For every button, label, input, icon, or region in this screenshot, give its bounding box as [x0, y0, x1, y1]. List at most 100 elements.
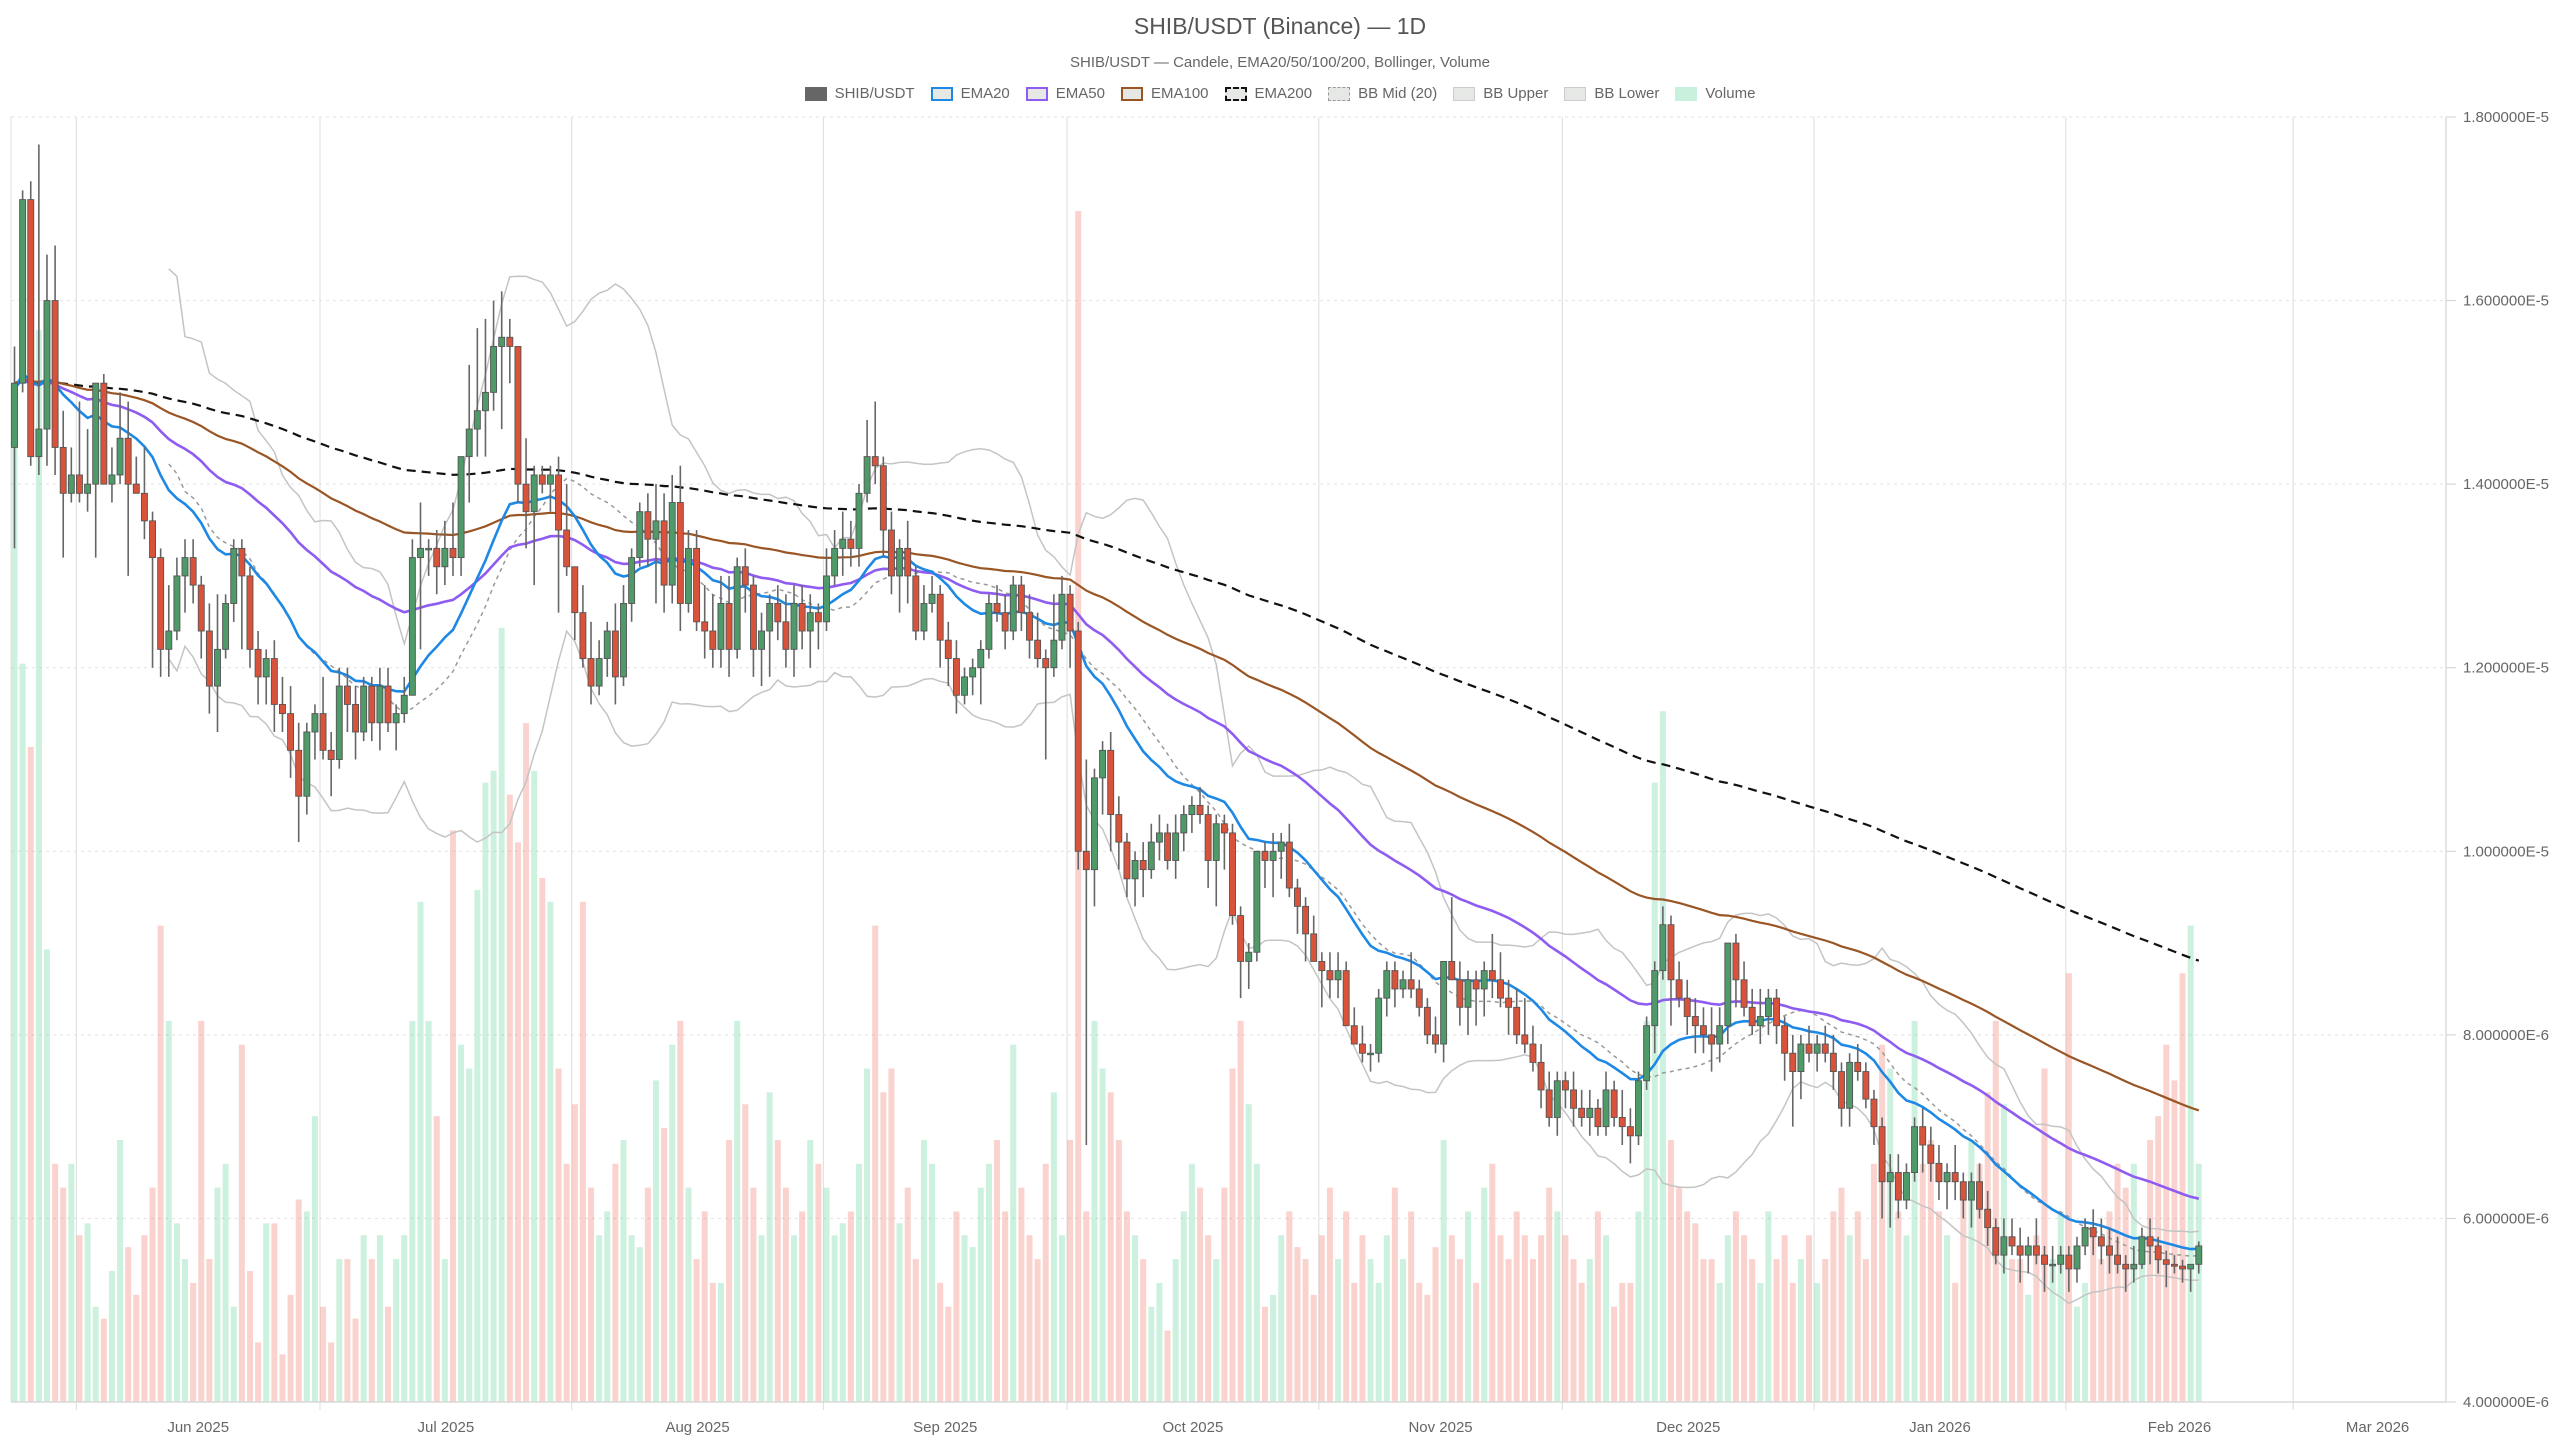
candle[interactable] [1870, 1089, 1878, 1145]
candle[interactable] [1773, 988, 1780, 1045]
legend-item-ema20[interactable]: EMA20 [930, 85, 1010, 102]
candle[interactable] [1123, 832, 1131, 898]
candle[interactable] [603, 621, 611, 677]
candle[interactable] [295, 722, 303, 843]
candle[interactable] [644, 493, 652, 567]
legend-item-bb-mid[interactable]: BB Mid (20) [1328, 85, 1437, 102]
candle[interactable] [1131, 851, 1139, 907]
candle[interactable] [1334, 952, 1342, 999]
candle[interactable] [1407, 952, 1415, 999]
legend-item-shib-usdt[interactable]: SHIB/USDT [804, 85, 915, 102]
candle[interactable] [425, 539, 433, 576]
candle[interactable] [1894, 1154, 1902, 1219]
candle[interactable] [205, 603, 213, 714]
candle[interactable] [35, 144, 43, 475]
candle[interactable] [2041, 1245, 2048, 1292]
candle[interactable] [595, 640, 603, 696]
candle[interactable] [1748, 988, 1756, 1035]
candle[interactable] [1342, 961, 1350, 1027]
candle[interactable] [2122, 1255, 2130, 1292]
candle[interactable] [311, 704, 319, 760]
candle[interactable] [1415, 979, 1423, 1017]
candle[interactable] [1708, 1007, 1716, 1072]
candle[interactable] [1497, 952, 1504, 1008]
candle[interactable] [1082, 759, 1090, 1146]
candle[interactable] [352, 686, 359, 760]
candle[interactable] [888, 511, 895, 595]
candle[interactable] [376, 667, 384, 751]
candle[interactable] [522, 438, 530, 549]
candle[interactable] [1797, 1034, 1805, 1100]
candle[interactable] [839, 511, 847, 576]
candle[interactable] [1196, 787, 1204, 824]
candle[interactable] [1732, 933, 1740, 1008]
candle[interactable] [758, 612, 765, 687]
candle[interactable] [660, 493, 668, 613]
candle[interactable] [67, 447, 75, 503]
candle[interactable] [668, 474, 676, 604]
candle[interactable] [116, 392, 124, 485]
candle[interactable] [197, 575, 205, 659]
candle[interactable] [262, 649, 270, 705]
candle[interactable] [1050, 594, 1058, 677]
candle[interactable] [2065, 1245, 2073, 1292]
candle[interactable] [928, 575, 936, 613]
candle[interactable] [571, 566, 579, 641]
candle[interactable] [222, 594, 230, 659]
candle[interactable] [985, 594, 993, 659]
candle[interactable] [1756, 988, 1764, 1045]
candle[interactable] [1959, 1172, 1967, 1219]
candle[interactable] [896, 539, 904, 613]
candle[interactable] [944, 621, 952, 687]
candle[interactable] [847, 520, 855, 567]
candle[interactable] [124, 401, 132, 576]
candle[interactable] [1570, 1071, 1577, 1127]
candle[interactable] [2057, 1245, 2065, 1274]
candle[interactable] [1155, 814, 1163, 861]
candle[interactable] [189, 539, 197, 604]
candle[interactable] [725, 575, 733, 677]
candle[interactable] [782, 594, 790, 668]
candle[interactable] [108, 447, 116, 503]
candle[interactable] [2024, 1236, 2032, 1274]
candle[interactable] [498, 291, 506, 430]
candle[interactable] [1886, 1154, 1894, 1228]
candle[interactable] [1099, 741, 1107, 815]
candle[interactable] [1602, 1071, 1610, 1136]
candle[interactable] [2089, 1209, 2097, 1256]
candle[interactable] [1821, 1025, 1829, 1063]
candle[interactable] [2146, 1218, 2154, 1265]
candle[interactable] [2016, 1227, 2024, 1283]
candle[interactable] [1107, 731, 1115, 852]
candle[interactable] [1943, 1163, 1951, 1210]
candle[interactable] [1919, 1108, 1927, 1173]
candle[interactable] [2073, 1236, 2081, 1283]
candle[interactable] [693, 530, 701, 631]
candle[interactable] [1034, 612, 1042, 668]
candle[interactable] [952, 640, 960, 714]
candle[interactable] [530, 465, 538, 586]
candle[interactable] [1740, 961, 1748, 1017]
candle[interactable] [246, 566, 254, 668]
candle[interactable] [628, 548, 636, 622]
candle[interactable] [51, 245, 59, 475]
candle[interactable] [563, 484, 571, 576]
candle[interactable] [1229, 823, 1236, 925]
candle[interactable] [993, 585, 1001, 622]
candle[interactable] [1976, 1163, 1983, 1219]
candle[interactable] [1440, 960, 1448, 1063]
candle[interactable] [1391, 961, 1399, 1008]
candle[interactable] [1456, 961, 1464, 1026]
candle[interactable] [1017, 575, 1025, 631]
candle[interactable] [214, 594, 221, 732]
candle[interactable] [1716, 1007, 1724, 1063]
candle[interactable] [1261, 842, 1269, 888]
candle[interactable] [855, 484, 863, 567]
candle[interactable] [165, 585, 173, 677]
candle[interactable] [1294, 878, 1301, 934]
candle[interactable] [1302, 897, 1310, 962]
candle[interactable] [1813, 1034, 1821, 1072]
candle[interactable] [449, 502, 457, 576]
candle[interactable] [11, 346, 18, 549]
candle[interactable] [1659, 906, 1667, 980]
